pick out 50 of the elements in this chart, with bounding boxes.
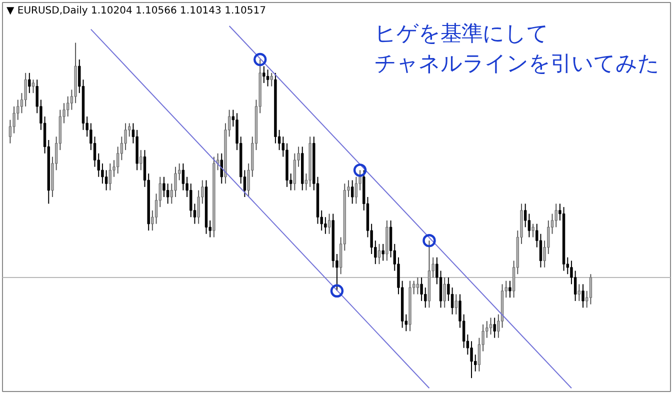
candlestick [293, 152, 296, 191]
candlestick [454, 294, 458, 315]
point [253, 52, 267, 66]
candlestick [124, 122, 127, 151]
candlestick [28, 72, 31, 94]
candlestick [32, 79, 35, 94]
candlestick [578, 284, 581, 302]
candlestick [162, 176, 166, 198]
candlestick [470, 340, 473, 379]
candlestick [101, 162, 104, 184]
candlestick [424, 287, 427, 308]
candlestick [350, 180, 354, 204]
candlestick [493, 317, 496, 338]
candlestick [574, 270, 577, 302]
candlestick [582, 284, 584, 308]
candlestick [266, 69, 270, 87]
candlestick [104, 170, 108, 191]
candlestick [270, 72, 273, 87]
candlestick [378, 243, 381, 265]
candlestick [450, 287, 454, 315]
candlestick [220, 152, 223, 184]
candlestick [328, 213, 331, 234]
candlestick [66, 96, 70, 118]
candlestick [324, 216, 327, 234]
point [353, 164, 367, 177]
candlestick [354, 176, 358, 204]
candlestick [554, 203, 558, 228]
candlestick [532, 223, 534, 238]
candlestick [524, 203, 527, 228]
candlestick [116, 146, 120, 174]
candlestick [382, 243, 384, 262]
candlestick [528, 213, 531, 238]
candlestick [140, 150, 142, 171]
annotation: チャネルラインを引いてみた [374, 52, 660, 76]
candlestick [166, 183, 170, 204]
candlestick [174, 166, 177, 198]
candlestick [12, 106, 16, 134]
candlestick [182, 162, 185, 191]
chart-title: ▼ EURUSD,Daily 1.10204 1.10566 1.10143 1.10517 [6, 6, 266, 16]
candlestick [539, 233, 542, 268]
candlestick [508, 280, 512, 298]
candlestick [24, 72, 27, 107]
candlestick [489, 317, 492, 335]
point [330, 284, 344, 298]
candlestick [420, 276, 423, 302]
annotation: ヒゲを基準にして [374, 22, 548, 46]
candlestick [262, 66, 266, 84]
candlestick [197, 190, 200, 224]
candlestick [108, 162, 112, 191]
point [422, 234, 436, 248]
